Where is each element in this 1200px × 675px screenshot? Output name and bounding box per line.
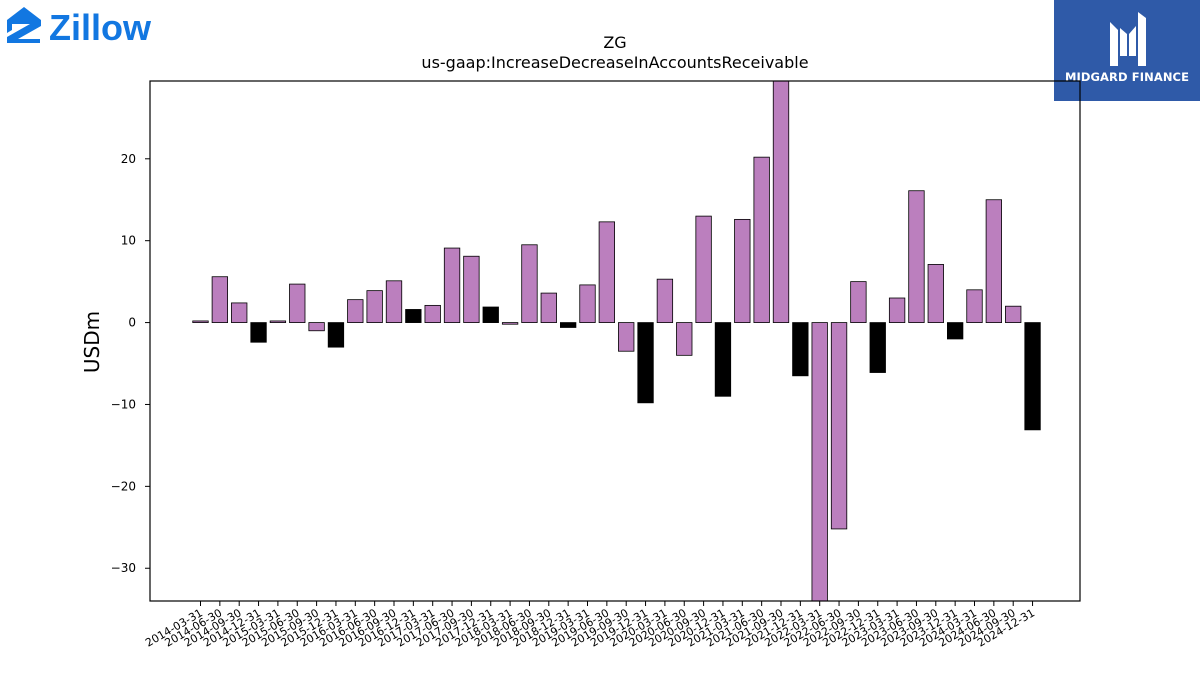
bar-2024-12-31: [1024, 322, 1041, 431]
y-tick-label: −30: [111, 561, 136, 575]
bar-2019-12-31: [637, 322, 654, 404]
bar-2019-09-30: [618, 322, 635, 352]
bar-2021-03-31: [734, 218, 751, 323]
bar-2017-06-30: [443, 247, 461, 323]
bar-2015-12-31: [327, 322, 345, 348]
bar-2023-09-30: [927, 264, 944, 323]
bar-2022-03-31: [811, 322, 828, 602]
bar-2014-12-31: [250, 322, 267, 343]
bar-2020-12-31: [714, 322, 732, 397]
bar-2017-03-31: [424, 304, 441, 323]
x-axis: 2014-03-312014-06-302014-09-302014-12-31…: [143, 601, 1037, 650]
bar-2024-06-30: [985, 199, 1002, 323]
bar-2014-09-30: [231, 302, 248, 323]
zillow-logo: Zillow: [4, 4, 184, 48]
bar-2016-06-30: [366, 290, 383, 323]
bar-2014-03-31: [192, 320, 209, 323]
bar-2022-06-30: [830, 322, 848, 530]
y-axis-label: USDm: [80, 311, 104, 373]
y-tick-label: 10: [121, 234, 136, 248]
bar-2014-06-30: [211, 276, 229, 323]
bar-2017-09-30: [463, 255, 480, 323]
y-tick-label: −20: [111, 479, 136, 493]
bar-2021-09-30: [772, 80, 790, 323]
zillow-house-icon: Zillow: [7, 7, 152, 48]
bar-2020-09-30: [695, 215, 712, 323]
bar-2023-03-31: [888, 297, 906, 323]
bar-series: [192, 80, 1041, 602]
midgard-monogram-icon: [1110, 12, 1146, 66]
bar-2016-03-31: [347, 299, 364, 323]
bar-2015-03-31: [269, 320, 287, 323]
bar-2018-12-31: [560, 322, 577, 328]
bar-2020-03-31: [656, 278, 674, 323]
zillow-wordmark: Zillow: [49, 7, 152, 46]
bar-2022-09-30: [850, 281, 867, 323]
bar-2016-12-31: [405, 309, 422, 323]
plot-frame: [149, 80, 1081, 602]
bar-2021-12-31: [792, 322, 809, 377]
bar-2024-09-30: [1005, 305, 1022, 323]
bar-2015-09-30: [308, 322, 325, 332]
bar-2015-06-30: [289, 283, 306, 323]
y-tick-label: 20: [121, 152, 136, 166]
bar-2022-12-31: [869, 322, 886, 373]
bar-2019-03-31: [579, 284, 596, 323]
chart-subtitle: us-gaap:IncreaseDecreaseInAccountsReceiv…: [421, 53, 808, 72]
y-tick-label: −10: [111, 397, 136, 411]
bar-2024-03-31: [966, 289, 983, 323]
y-tick-label: 0: [128, 316, 136, 330]
bar-2021-06-30: [753, 156, 770, 323]
midgard-finance-logo: MIDGARD FINANCE: [1054, 0, 1200, 101]
y-axis: −30 −20 −10 0 10 20: [111, 152, 150, 575]
bar-2017-12-31: [482, 306, 499, 323]
bar-2018-03-31: [501, 322, 519, 325]
bar-2016-09-30: [385, 280, 403, 323]
bar-2018-06-30: [521, 244, 538, 323]
midgard-wordmark: MIDGARD FINANCE: [1064, 70, 1190, 84]
bar-2023-06-30: [908, 190, 925, 323]
bar-2019-06-30: [598, 221, 615, 323]
bar-2023-12-31: [947, 322, 964, 340]
bar-2020-06-30: [676, 322, 693, 356]
bar-2018-09-30: [540, 292, 557, 323]
chart-title: ZG: [603, 33, 626, 52]
